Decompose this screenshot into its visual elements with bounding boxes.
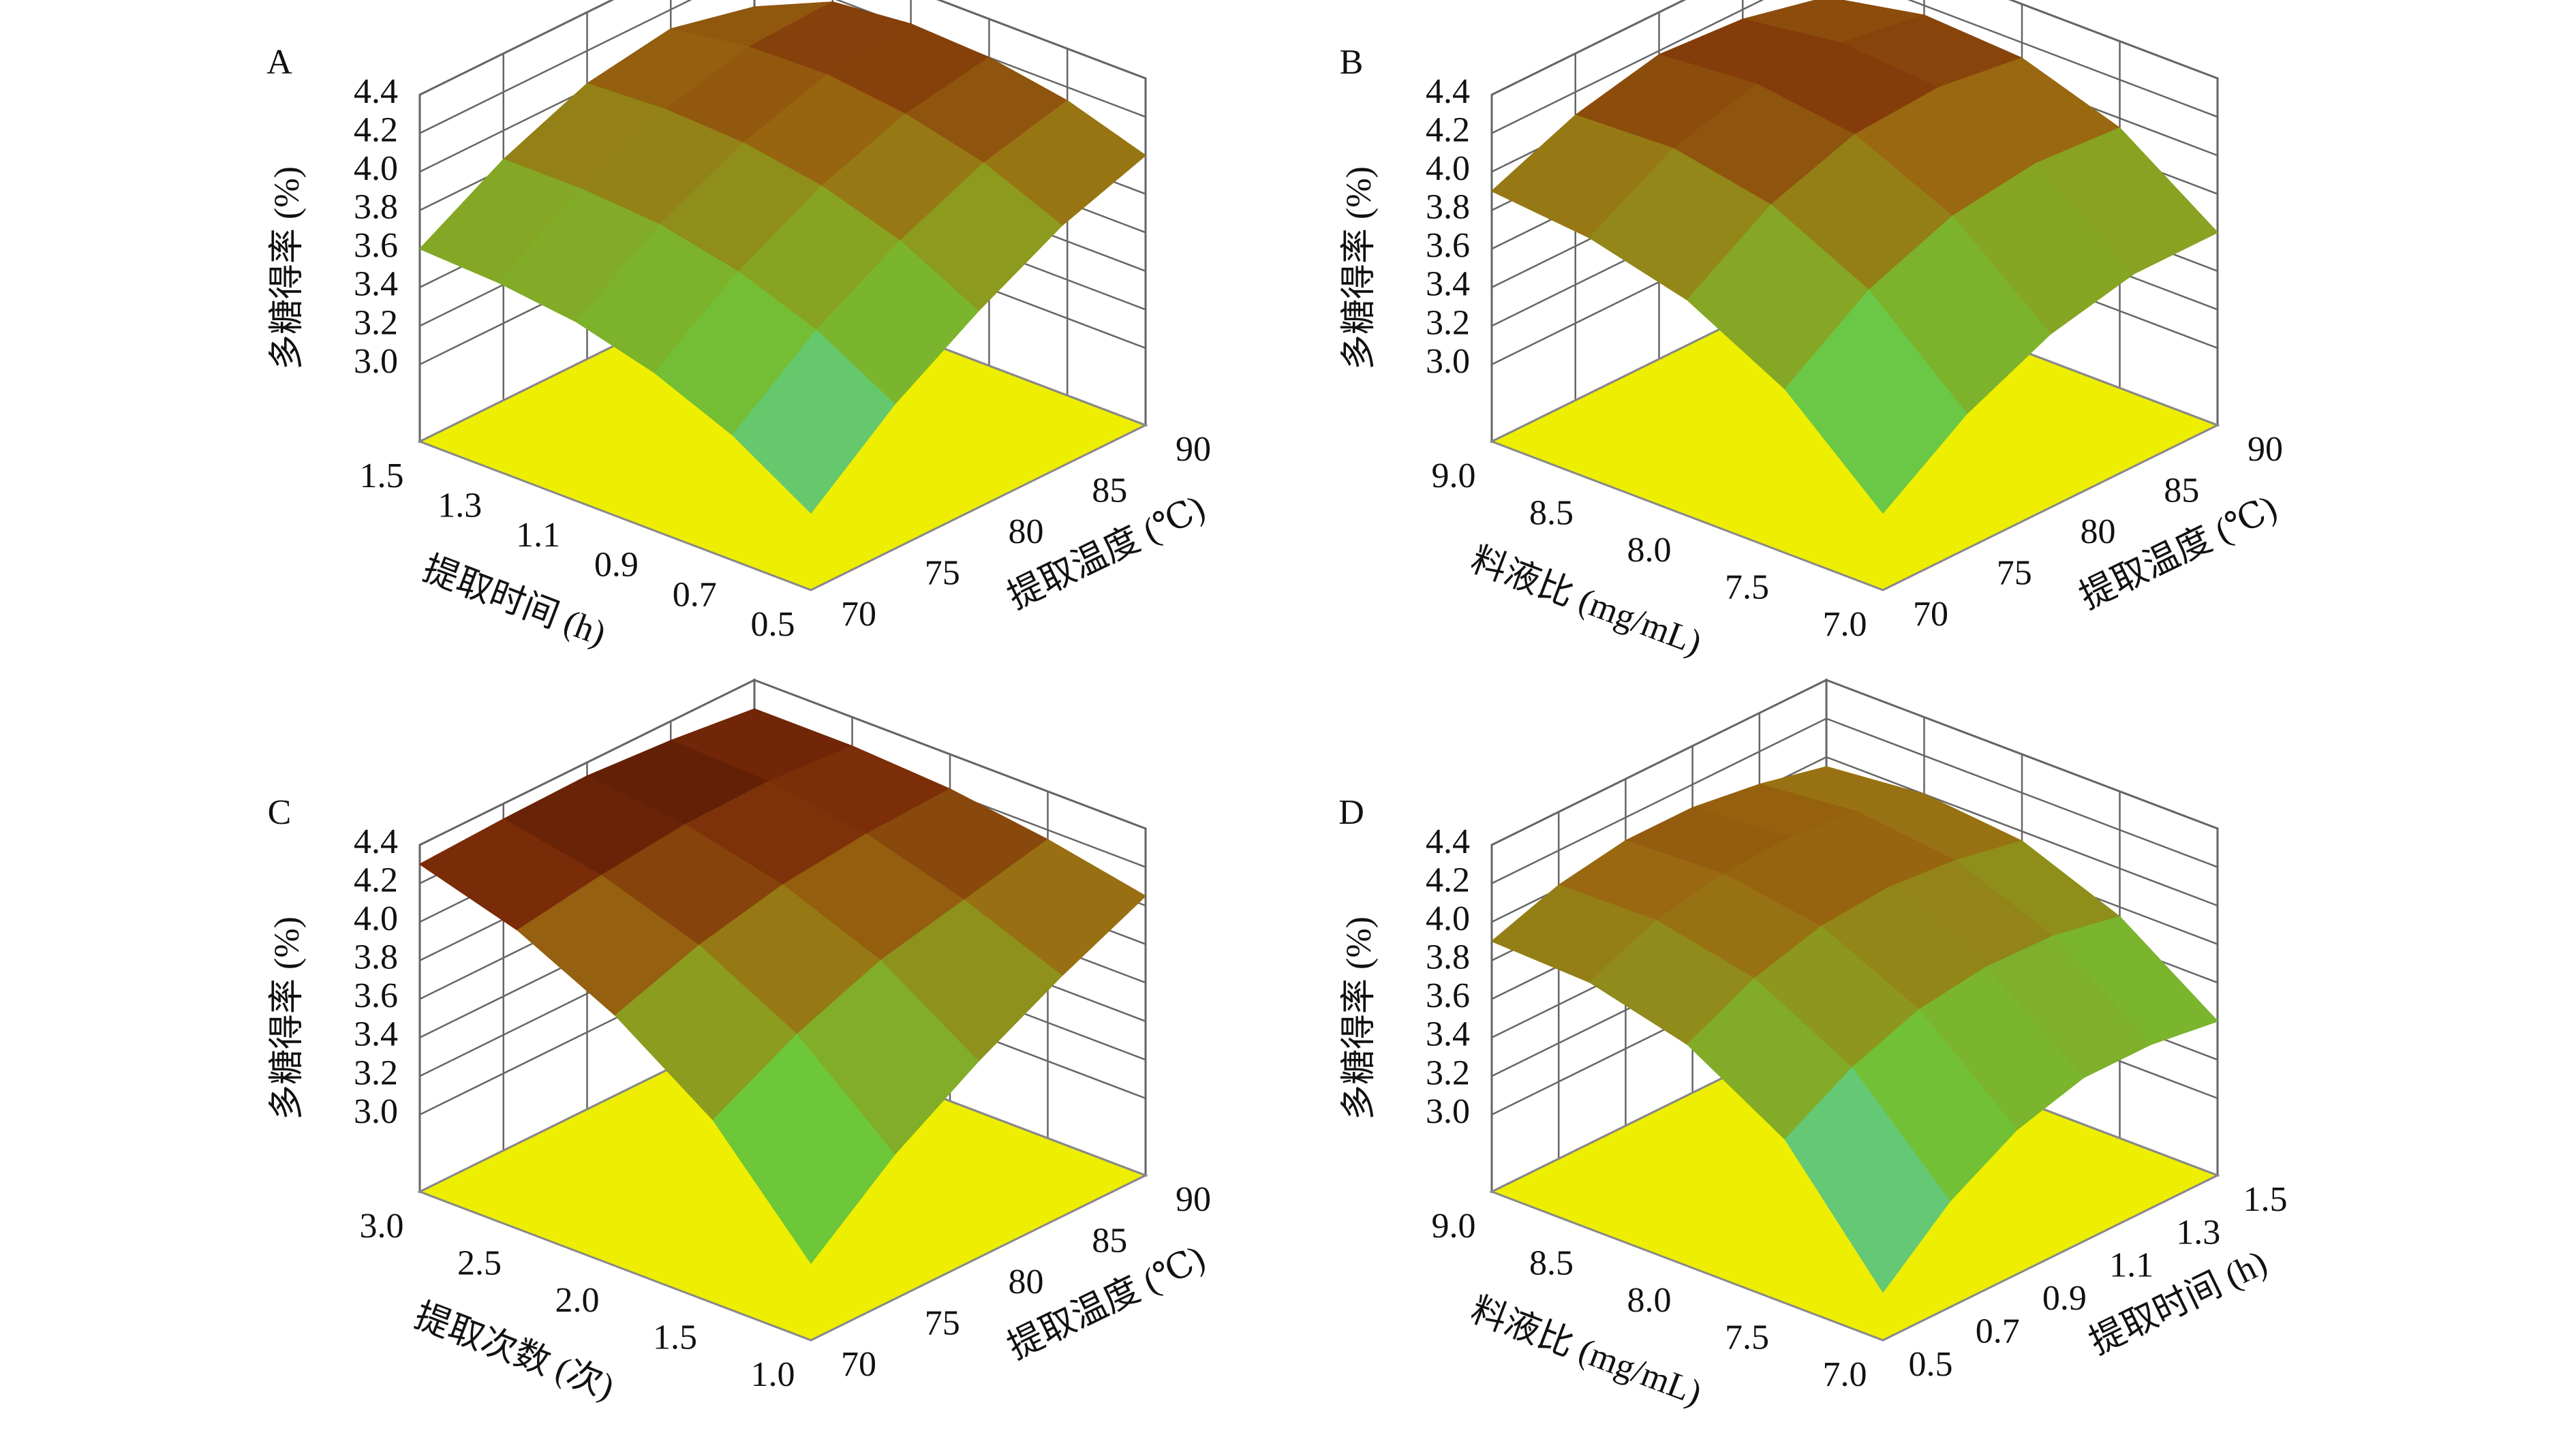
panel-label: B [1340, 43, 1364, 82]
grid-line [1491, 0, 2218, 134]
z-tick-label: 4.4 [354, 822, 398, 861]
y-tick-label: 1.5 [2243, 1180, 2288, 1219]
x-tick-label: 8.5 [1529, 493, 1574, 532]
grid-line [1491, 0, 2218, 96]
z-tick-label: 4.4 [1426, 72, 1470, 111]
z-axis-title: 多糖得率 (%) [1340, 916, 1379, 1120]
x-tick-label: 8.0 [1627, 1281, 1672, 1320]
y-tick-label: 90 [2248, 430, 2283, 469]
y-tick-label: 80 [1009, 1263, 1044, 1301]
x-tick-label: 7.5 [1725, 568, 1769, 606]
x-tick-label: 9.0 [1432, 1207, 1476, 1246]
z-tick-label: 3.6 [354, 226, 398, 265]
z-tick-label: 4.2 [354, 110, 398, 149]
y-tick-label: 1.1 [2109, 1246, 2153, 1285]
z-tick-label: 3.8 [1426, 938, 1470, 977]
x-tick-label: 2.5 [457, 1244, 502, 1282]
y-tick-label: 80 [2081, 512, 2116, 551]
x-tick-label: 8.0 [1627, 531, 1672, 570]
z-tick-label: 3.4 [1426, 1015, 1470, 1054]
y-tick-label: 0.9 [2042, 1279, 2087, 1318]
y-tick-label: 70 [1913, 595, 1948, 634]
y-tick-label: 80 [1009, 512, 1044, 551]
x-tick-label: 2.0 [555, 1281, 600, 1320]
x-tick-label: 0.9 [594, 546, 639, 585]
x-tick-label: 9.0 [1432, 457, 1476, 495]
surface-patch [712, 1034, 895, 1264]
y-tick-label: 0.5 [1909, 1345, 1953, 1384]
z-tick-label: 3.0 [1426, 1092, 1470, 1131]
z-tick-label: 3.6 [354, 976, 398, 1015]
z-tick-label: 3.2 [1426, 1053, 1470, 1092]
z-tick-label: 3.2 [354, 303, 398, 342]
x-tick-label: 8.5 [1529, 1244, 1574, 1282]
panel-label: D [1338, 793, 1364, 832]
y-tick-label: 85 [2164, 471, 2199, 510]
panel-label: C [268, 793, 292, 832]
z-tick-label: 3.8 [354, 938, 398, 977]
y-tick-label: 75 [1997, 553, 2032, 592]
z-tick-label: 3.2 [354, 1053, 398, 1092]
y-tick-label: 75 [925, 553, 960, 592]
x-tick-label: 0.7 [673, 575, 717, 614]
grid-line [419, 0, 1146, 134]
x-tick-label: 3.0 [360, 1207, 404, 1246]
z-tick-label: 4.2 [1426, 861, 1470, 899]
z-tick-label: 4.2 [354, 861, 398, 899]
x-tick-label: 7.0 [1823, 1355, 1867, 1394]
z-tick-label: 3.2 [1426, 303, 1470, 342]
z-tick-label: 3.6 [1426, 226, 1470, 265]
z-tick-label: 3.0 [1426, 342, 1470, 381]
x-tick-label: 7.5 [1725, 1318, 1769, 1357]
y-tick-label: 85 [1092, 471, 1127, 510]
z-tick-label: 4.0 [354, 899, 398, 938]
z-tick-label: 4.2 [1426, 110, 1470, 149]
x-tick-label: 1.3 [438, 486, 482, 525]
z-tick-label: 4.0 [1426, 149, 1470, 188]
y-tick-label: 90 [1176, 1180, 1211, 1219]
surface-patch [1784, 1067, 1950, 1293]
z-tick-label: 3.4 [354, 265, 398, 304]
z-tick-label: 3.8 [1426, 188, 1470, 227]
y-tick-label: 70 [841, 1345, 876, 1384]
y-tick-label: 90 [1176, 430, 1211, 469]
panel-label: A [266, 43, 292, 82]
surface-patch [732, 330, 895, 514]
z-tick-label: 3.8 [354, 188, 398, 227]
x-tick-label: 1.0 [751, 1355, 795, 1394]
z-tick-label: 4.0 [354, 149, 398, 188]
z-axis-title: 多糖得率 (%) [268, 916, 307, 1120]
y-tick-label: 70 [841, 595, 876, 634]
y-tick-label: 1.3 [2176, 1213, 2220, 1252]
z-tick-label: 3.6 [1426, 976, 1470, 1015]
z-tick-label: 3.0 [354, 1092, 398, 1131]
x-tick-label: 1.1 [516, 516, 560, 555]
z-axis-title: 多糖得率 (%) [1340, 166, 1379, 370]
y-tick-label: 0.7 [1976, 1312, 2020, 1351]
z-tick-label: 4.0 [1426, 899, 1470, 938]
z-tick-label: 4.4 [1426, 822, 1470, 861]
x-axis-title: 提取时间 (h) [418, 549, 611, 653]
y-tick-label: 85 [1092, 1221, 1127, 1260]
z-tick-label: 3.4 [1426, 265, 1470, 304]
z-tick-label: 4.4 [354, 72, 398, 111]
x-tick-label: 0.5 [751, 605, 795, 644]
y-tick-label: 75 [925, 1303, 960, 1342]
x-tick-label: 7.0 [1823, 605, 1867, 644]
grid-line [419, 0, 1146, 96]
surface-patch [1784, 290, 1967, 514]
z-axis-title: 多糖得率 (%) [268, 166, 307, 370]
z-tick-label: 3.4 [354, 1015, 398, 1054]
x-tick-label: 1.5 [360, 457, 404, 495]
z-tick-label: 3.0 [354, 342, 398, 381]
x-tick-label: 1.5 [653, 1318, 697, 1357]
